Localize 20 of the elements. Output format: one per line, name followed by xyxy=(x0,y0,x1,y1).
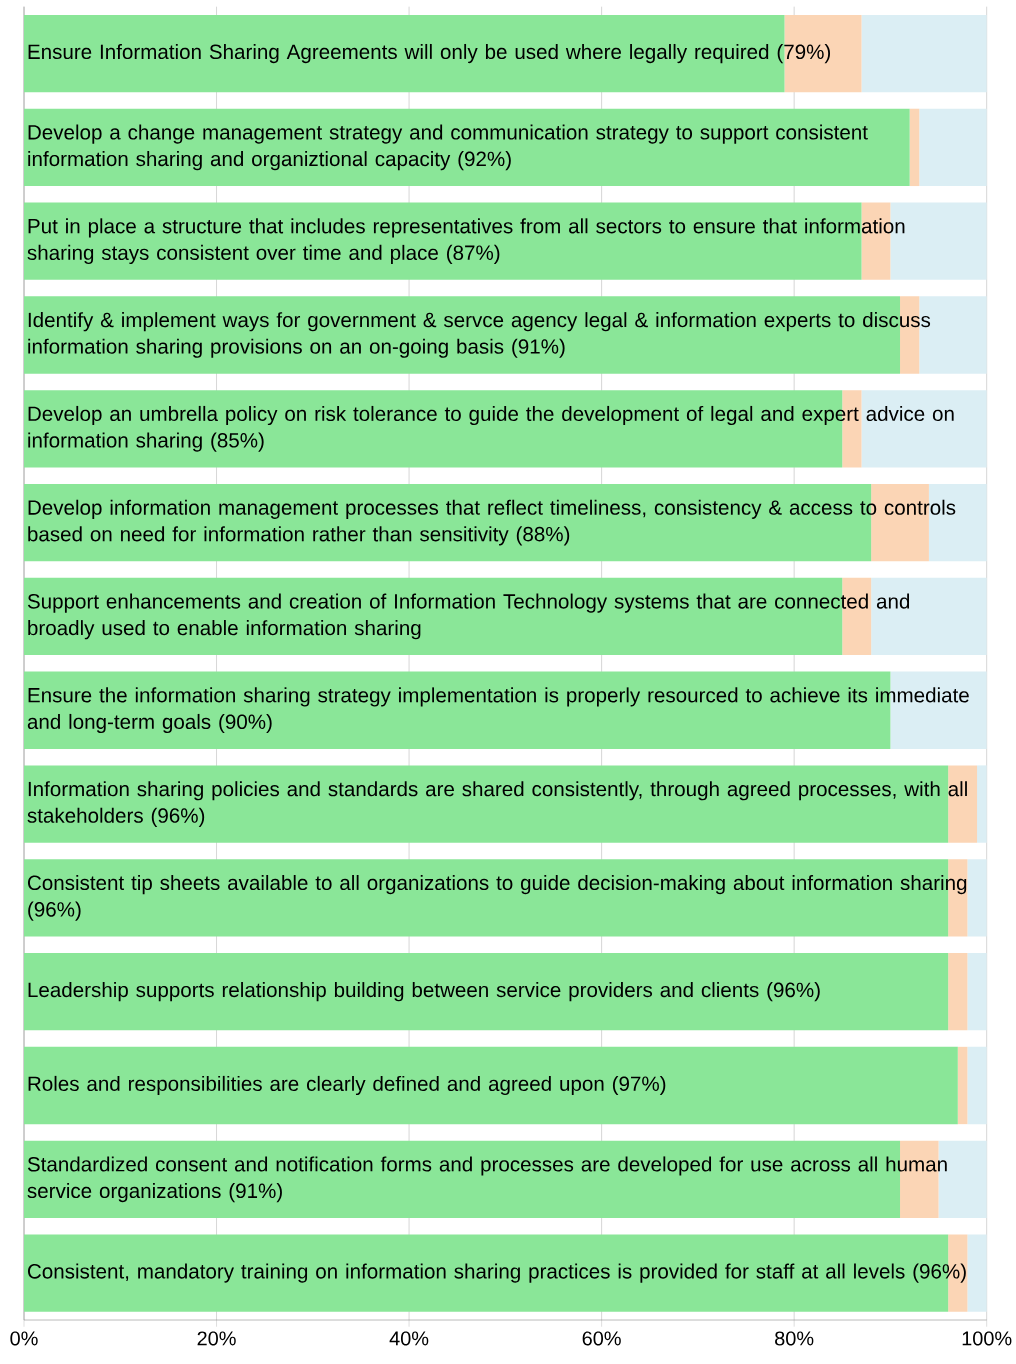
y-tick-label: Develop information management processes that reflect timeliness, consistency & access to controls based on need for information rather than sensitivity (88%) xyxy=(28,499,956,546)
y-tick-label: Consistent, mandatory training on information sharing practices is provided for staff at all levels (96%) xyxy=(27,1263,966,1283)
x-tick-label: 0% xyxy=(10,1331,38,1346)
x-tick-label: 40% xyxy=(389,1331,429,1346)
y-tick-label: Leadership supports relationship building between service providers and clients (96%) xyxy=(28,982,820,1002)
y-tick-label: Support enhancements and creation of Information Technology systems that are connected and broadly used to enable information sharing xyxy=(27,593,910,640)
y-tick-label: Identify & implement ways for government & servce agency legal & information experts to discuss information sharing provisions on an on-going basis (91%) xyxy=(28,312,931,358)
y-tick-label: Standardized consent and notification forms and processes are developed for use across all human service organizations (91%) xyxy=(27,1156,947,1203)
x-tick-label: 100% xyxy=(962,1331,1012,1346)
y-tick-label: Ensure Information Sharing Agreements will only be used where legally required (79%) xyxy=(28,43,831,64)
y-tick-label: Information sharing policies and standards are shared consistently, through agreed processes, with all stakeholders (96%) xyxy=(27,781,967,827)
y-tick-label: Ensure the information sharing strategy implementation is properly resourced to achieve its immediate and long-term goals (90%) xyxy=(27,687,969,734)
x-tick-label: 20% xyxy=(197,1331,236,1346)
y-tick-label: Develop an umbrella policy on risk tolerance to guide the development of legal and expert advice on information sharing (85%) xyxy=(28,405,954,452)
y-tick-label: Put in place a structure that includes representatives from all sectors to ensure that information sharing stays consistent over time and place (87%) xyxy=(27,218,905,265)
y-tick-label: Develop a change management strategy and communication strategy to support consistent information sharing and organiztional capacity (92%) xyxy=(28,124,868,171)
x-tick-label: 80% xyxy=(775,1331,814,1346)
x-tick-label: 60% xyxy=(582,1331,621,1346)
y-tick-label: Consistent tip sheets available to all organizations to guide decision-making about information sharing (96%) xyxy=(27,874,967,921)
y-tick-label: Roles and responsibilities are clearly defined and agreed upon (97%) xyxy=(28,1075,666,1096)
